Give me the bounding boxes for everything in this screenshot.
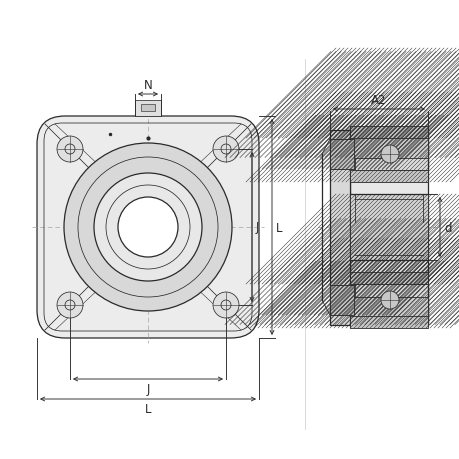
Circle shape: [380, 146, 398, 164]
Bar: [349, 127, 427, 139]
Text: N: N: [143, 79, 152, 92]
Text: A2: A2: [370, 94, 386, 107]
Bar: [349, 297, 427, 325]
Bar: [354, 139, 427, 171]
Bar: [354, 285, 427, 316]
Bar: [329, 130, 349, 325]
Circle shape: [64, 144, 231, 311]
Bar: [134, 101, 161, 117]
Text: L: L: [275, 221, 282, 234]
Circle shape: [94, 174, 202, 281]
Circle shape: [213, 137, 239, 162]
Bar: [349, 316, 427, 328]
Bar: [141, 105, 155, 112]
Bar: [349, 130, 427, 158]
Bar: [329, 285, 427, 315]
Circle shape: [57, 137, 83, 162]
Text: J: J: [256, 221, 259, 234]
Text: J: J: [146, 382, 149, 395]
Bar: [349, 195, 427, 260]
Bar: [329, 140, 353, 170]
Text: d: d: [443, 221, 451, 234]
Circle shape: [57, 292, 83, 318]
Text: L: L: [145, 402, 151, 415]
Bar: [349, 130, 427, 325]
FancyBboxPatch shape: [37, 117, 258, 338]
Bar: [329, 140, 427, 170]
Circle shape: [118, 197, 178, 257]
Circle shape: [213, 292, 239, 318]
Bar: [349, 272, 427, 285]
Bar: [349, 171, 427, 183]
Bar: [329, 285, 353, 315]
Circle shape: [380, 291, 398, 309]
